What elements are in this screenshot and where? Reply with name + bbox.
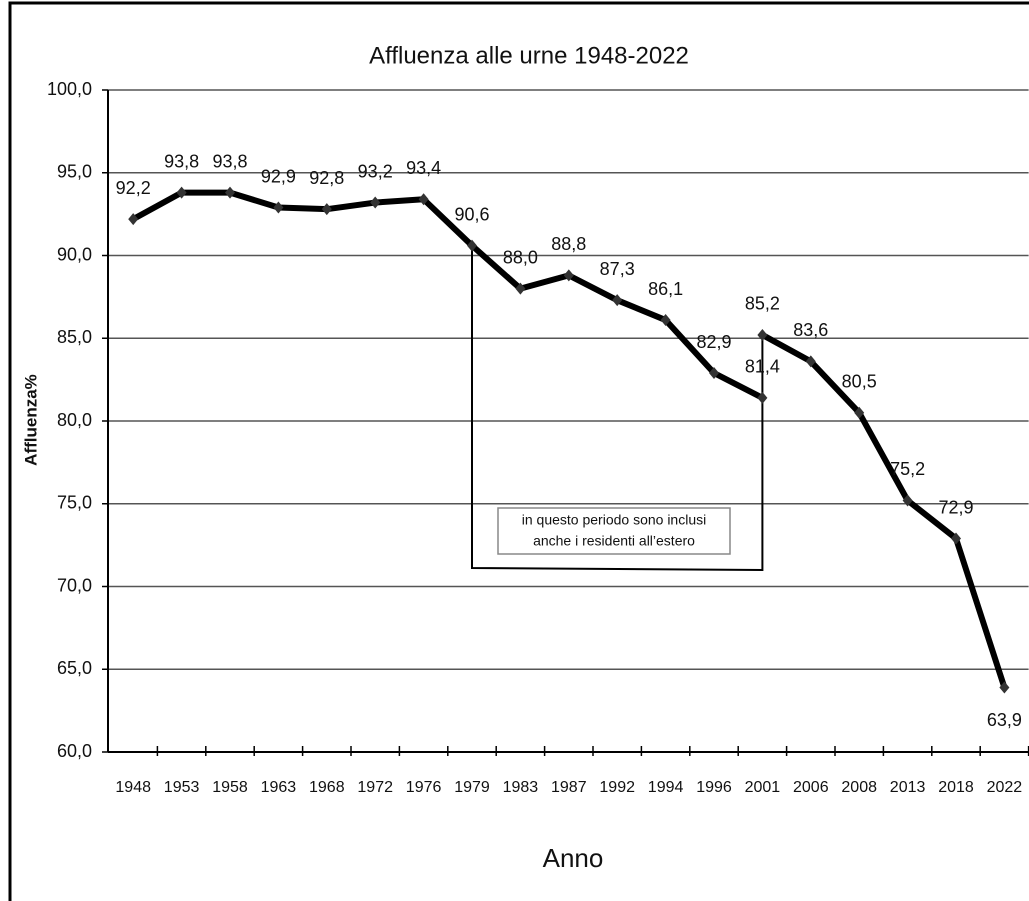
marker (563, 269, 574, 282)
marker (418, 193, 429, 206)
annotation-bracket (471, 245, 764, 572)
marker (467, 239, 477, 252)
marker (854, 406, 865, 419)
marker (612, 294, 623, 307)
data-label: 80,5 (842, 371, 877, 391)
marker (128, 213, 139, 226)
line (131, 189, 764, 401)
y-axis-title: Affluenza% (21, 374, 40, 466)
marker (515, 282, 526, 295)
data-label: 88,8 (551, 234, 586, 254)
data-label: 86,1 (648, 279, 683, 299)
data-label: 90,6 (454, 204, 489, 224)
marker (999, 681, 1010, 694)
y-tick-label: 85,0 (57, 327, 92, 347)
marker (805, 355, 816, 368)
annotation-text: anche i residenti all’estero (533, 533, 695, 549)
data-label: 92,2 (116, 178, 151, 198)
x-tick-label: 1996 (696, 779, 732, 796)
x-tick-label: 2008 (841, 779, 877, 796)
x-tick-label: 1992 (599, 779, 635, 796)
annotation-box (497, 507, 731, 555)
x-tick-label: 1979 (454, 779, 490, 796)
data-label: 88,0 (503, 247, 538, 267)
data-label: 82,9 (696, 332, 731, 352)
x-tick-label: 1963 (261, 779, 297, 796)
marker (757, 391, 768, 404)
data-label: 83,6 (793, 320, 828, 340)
data-label: 92,9 (261, 166, 296, 186)
marker (370, 196, 381, 209)
marker (757, 328, 768, 341)
annotation-text: in questo periodo sono inclusi (522, 512, 706, 528)
y-tick-label: 90,0 (57, 244, 92, 264)
marker (176, 186, 187, 199)
line (760, 332, 1008, 689)
x-tick-label: 1976 (406, 779, 442, 796)
marker (902, 494, 913, 507)
data-label: 92,8 (309, 168, 344, 188)
x-tick-label: 2018 (938, 779, 974, 796)
marker (273, 201, 284, 214)
x-axis-title: Anno (543, 843, 604, 873)
y-tick-label: 95,0 (57, 162, 92, 182)
y-tick-label: 60,0 (57, 741, 92, 761)
marker (660, 314, 671, 327)
data-label: 72,9 (938, 497, 973, 517)
x-tick-label: 1972 (357, 779, 393, 796)
data-label: 75,2 (890, 459, 925, 479)
data-label: 93,8 (212, 151, 247, 171)
x-tick-label: 1968 (309, 779, 345, 796)
chart-title: Affluenza alle urne 1948-2022 (369, 42, 689, 69)
x-tick-label: 1953 (164, 779, 200, 796)
marker (225, 186, 235, 199)
marker (709, 367, 719, 380)
y-tick-label: 70,0 (57, 575, 92, 595)
x-tick-label: 2013 (890, 779, 926, 796)
x-tick-label: 1958 (212, 779, 248, 796)
y-tick-label: 80,0 (57, 410, 92, 430)
x-tick-label: 2001 (745, 779, 781, 796)
x-tick-label: 2022 (987, 779, 1023, 796)
data-label: 85,2 (745, 294, 780, 314)
x-tick-label: 1948 (115, 779, 151, 796)
x-tick-label: 1994 (648, 779, 684, 796)
data-label: 93,2 (358, 161, 393, 181)
x-tick-label: 2006 (793, 779, 829, 796)
x-tick-label: 1983 (503, 779, 539, 796)
marker (951, 532, 961, 545)
x-tick-label: 1987 (551, 779, 587, 796)
y-tick-label: 100,0 (47, 79, 92, 99)
y-tick-label: 75,0 (57, 493, 92, 513)
data-label: 87,3 (600, 259, 635, 279)
data-label: 93,8 (164, 151, 199, 171)
marker (321, 203, 332, 216)
data-label: 81,4 (745, 357, 780, 377)
data-label: 63,9 (987, 710, 1022, 730)
data-label: 93,4 (406, 158, 441, 178)
frame (8, 1, 1029, 901)
y-tick-label: 65,0 (57, 658, 92, 678)
